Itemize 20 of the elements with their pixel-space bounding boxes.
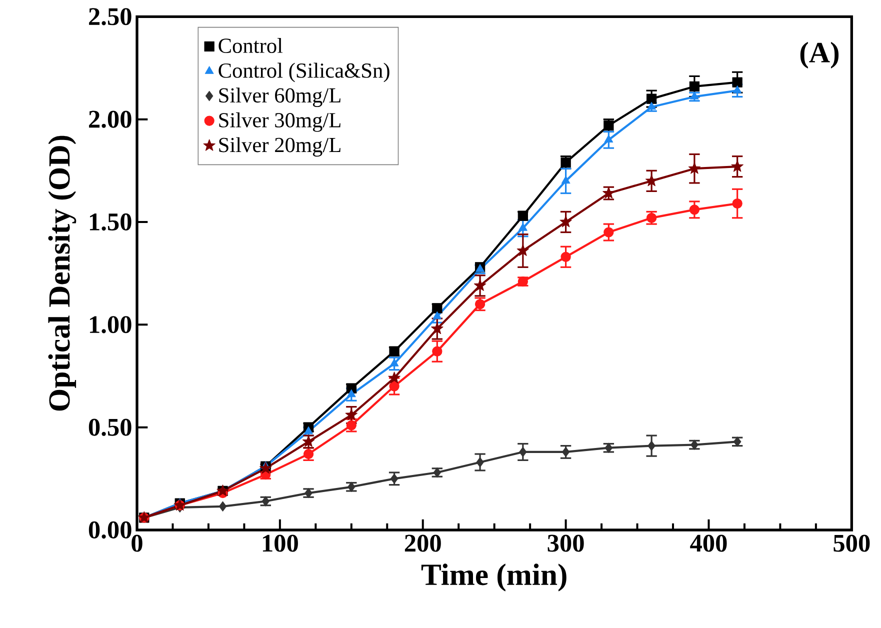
x-tick-label: 500: [834, 534, 870, 552]
y-tick-label: 0.00: [88, 521, 132, 539]
x-tick-label: 300: [548, 534, 584, 552]
legend-label: Control (Silica&Sn): [218, 62, 390, 82]
y-tick-label: 1.50: [90, 213, 132, 231]
x-axis-title: Time (min): [421, 564, 566, 592]
legend-label: Silver 20mg/L: [219, 137, 340, 157]
x-tick-label: 0: [132, 534, 142, 552]
x-tick-label: 200: [404, 534, 441, 552]
y-axis-title: Optical Density (OD): [48, 136, 76, 411]
y-tick-label: 0.50: [88, 418, 132, 436]
annotation: (A): [800, 42, 839, 69]
y-tick-label: 2.00: [89, 110, 132, 128]
x-tick-label: 100: [262, 534, 298, 552]
x-tick-label: 400: [690, 534, 727, 552]
legend-label: Silver 60mg/L: [219, 88, 340, 108]
legend-label: Silver 30mg/L: [219, 112, 340, 132]
y-tick-label: 2.50: [89, 8, 132, 26]
y-tick-label: 1.00: [90, 316, 132, 334]
legend-label: Control: [218, 38, 283, 54]
